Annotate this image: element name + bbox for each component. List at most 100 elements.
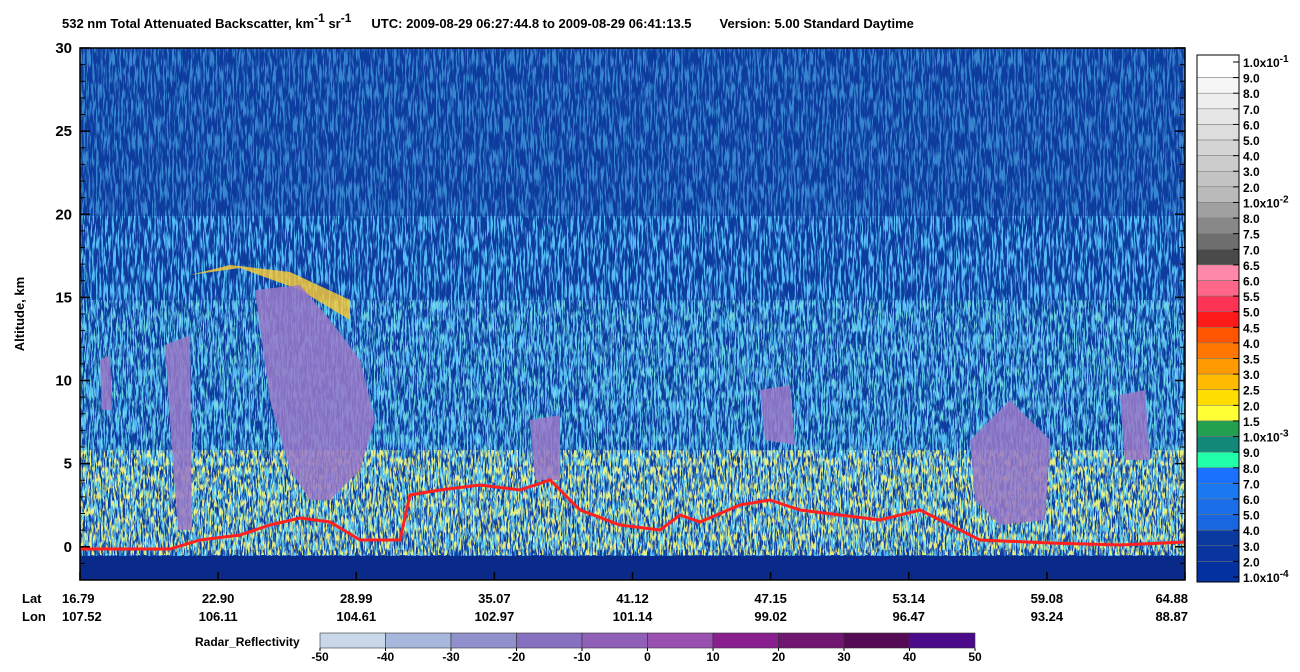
colorbar-segment bbox=[1196, 561, 1240, 583]
colorbar-label: 8.0 bbox=[1243, 87, 1260, 101]
lon-tick-label: 106.11 bbox=[199, 609, 238, 624]
y-tick-label: 30 bbox=[55, 40, 72, 57]
cirrus-layer bbox=[190, 265, 350, 320]
colorbar-label: 4.0 bbox=[1243, 337, 1260, 351]
lat-tick-label: 16.79 bbox=[62, 591, 95, 606]
colorbar-label: 6.0 bbox=[1243, 493, 1260, 507]
colorbar-label: 3.0 bbox=[1243, 368, 1260, 382]
colorbar-segment bbox=[1196, 358, 1240, 375]
colorbar-segment bbox=[1196, 92, 1240, 110]
colorbar-label: 9.0 bbox=[1243, 446, 1260, 460]
colorbar-segment bbox=[1196, 342, 1240, 359]
y-tick-label: 15 bbox=[55, 289, 72, 306]
colorbar-label-exp: -1 bbox=[1280, 54, 1289, 65]
colorbar-segment bbox=[1196, 545, 1240, 562]
colorbar-segment bbox=[1196, 451, 1240, 469]
colorbar-segment bbox=[1196, 139, 1240, 156]
lat-tick-label: 47.15 bbox=[754, 591, 787, 606]
colorbar-label: 4.0 bbox=[1243, 150, 1260, 164]
lat-tick-label: 28.99 bbox=[340, 591, 373, 606]
colorbar-segment bbox=[1196, 529, 1240, 547]
lat-tick-label: 64.88 bbox=[1155, 591, 1188, 606]
colorbar-segment bbox=[1196, 514, 1240, 531]
radar-colorbar-title: Radar_Reflectivity bbox=[195, 635, 300, 649]
radar-clouds bbox=[100, 285, 1150, 530]
lon-tick-label: 96.47 bbox=[892, 609, 925, 624]
colorbar-label: 1.0x10-2 bbox=[1243, 194, 1289, 210]
colorbar-segment bbox=[1196, 233, 1240, 250]
lat-tick-label: 59.08 bbox=[1031, 591, 1064, 606]
colorbar-segment bbox=[1196, 420, 1240, 437]
noise-upper bbox=[80, 48, 1185, 218]
colorbar-label-exp: -4 bbox=[1280, 569, 1289, 580]
colorbar-label: 1.0x10-3 bbox=[1243, 429, 1289, 445]
colorbar-label: 3.5 bbox=[1243, 353, 1260, 367]
lon-tick-label: 101.14 bbox=[613, 609, 654, 624]
colorbar-label: 4.5 bbox=[1243, 321, 1260, 335]
lon-tick-label: 88.87 bbox=[1155, 609, 1188, 624]
y-tick-label: 20 bbox=[55, 206, 72, 223]
colorbar-segment bbox=[1196, 155, 1240, 172]
radar-colorbar-segment bbox=[712, 632, 779, 649]
colorbar-segment bbox=[1196, 295, 1240, 312]
y-tick-label: 5 bbox=[64, 456, 72, 473]
radar-tick-label: 20 bbox=[772, 650, 786, 664]
lon-tick-label: 102.97 bbox=[474, 609, 514, 624]
colorbar-segment bbox=[1196, 124, 1240, 141]
lon-label: Lon bbox=[22, 609, 46, 624]
colorbar-label: 7.0 bbox=[1243, 243, 1260, 257]
colorbar-label: 7.5 bbox=[1243, 228, 1260, 242]
colorbar-segment bbox=[1196, 389, 1240, 406]
lat-tick-label: 22.90 bbox=[202, 591, 235, 606]
colorbar-label: 5.0 bbox=[1243, 509, 1260, 523]
colorbar-segment bbox=[1196, 186, 1240, 203]
colorbar-segment bbox=[1196, 249, 1240, 266]
colorbar-label: 2.0 bbox=[1243, 555, 1260, 569]
colorbar-label: 6.5 bbox=[1243, 259, 1260, 273]
colorbar-segment bbox=[1196, 77, 1240, 94]
colorbar-label: 2.0 bbox=[1243, 399, 1260, 413]
y-tick-label: 0 bbox=[64, 539, 72, 556]
colorbar-label: 7.0 bbox=[1243, 477, 1260, 491]
radar-colorbar-segment bbox=[843, 632, 910, 649]
radar-colorbar-segment bbox=[385, 632, 452, 649]
colorbar-label: 5.0 bbox=[1243, 306, 1260, 320]
radar-tick-label: -30 bbox=[442, 650, 460, 664]
aerosol-layer bbox=[80, 450, 1185, 555]
surface-return bbox=[80, 478, 1185, 551]
colorbar-label: 1.5 bbox=[1243, 415, 1260, 429]
colorbar-segment bbox=[1196, 311, 1240, 328]
colorbar-segment bbox=[1196, 405, 1240, 422]
colorbar-segment bbox=[1196, 170, 1240, 188]
colorbar-label: 6.0 bbox=[1243, 118, 1260, 132]
colorbar-label: 7.0 bbox=[1243, 103, 1260, 117]
colorbar-label: 3.0 bbox=[1243, 540, 1260, 554]
colorbar-label-base: 1.0x10 bbox=[1243, 196, 1280, 210]
radar-colorbar-segment bbox=[647, 632, 714, 649]
colorbar-label-exp: -2 bbox=[1280, 194, 1289, 205]
y-tick-label: 25 bbox=[55, 123, 72, 140]
colorbar-segment bbox=[1196, 467, 1240, 484]
colorbar-segment bbox=[1196, 373, 1240, 390]
radar-tick-label: -50 bbox=[311, 650, 329, 664]
lon-tick-label: 104.61 bbox=[336, 609, 376, 624]
colorbar-segment bbox=[1196, 436, 1240, 453]
y-axis-label: Altitude, km bbox=[12, 277, 27, 351]
lat-tick-label: 53.14 bbox=[892, 591, 925, 606]
colorbar-segment bbox=[1196, 498, 1240, 515]
colorbar-label-base: 1.0x10 bbox=[1243, 56, 1280, 70]
colorbar-segment bbox=[1196, 217, 1240, 234]
colorbar-label: 2.5 bbox=[1243, 384, 1260, 398]
colorbar-segment bbox=[1196, 54, 1240, 78]
radar-tick-label: 40 bbox=[903, 650, 917, 664]
colorbar-label: 1.0x10-1 bbox=[1243, 54, 1289, 70]
colorbar-label-base: 1.0x10 bbox=[1243, 431, 1280, 445]
radar-colorbar-segment bbox=[516, 632, 583, 649]
colorbar-segment bbox=[1196, 264, 1240, 281]
radar-tick-label: -10 bbox=[573, 650, 591, 664]
colorbar-segment bbox=[1196, 280, 1240, 297]
colorbar-label: 1.0x10-4 bbox=[1243, 569, 1289, 585]
colorbar-segment bbox=[1196, 483, 1240, 500]
lat-tick-label: 41.12 bbox=[616, 591, 649, 606]
colorbar-label: 8.0 bbox=[1243, 462, 1260, 476]
